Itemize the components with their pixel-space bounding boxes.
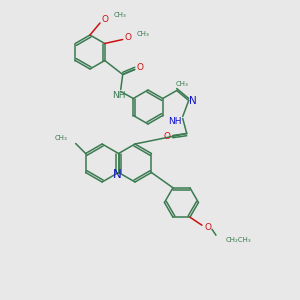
Text: NH: NH bbox=[112, 91, 125, 100]
Text: O: O bbox=[124, 33, 131, 42]
Text: CH₃: CH₃ bbox=[114, 12, 127, 18]
Text: CH₂CH₃: CH₂CH₃ bbox=[226, 237, 252, 243]
Text: O: O bbox=[136, 63, 143, 72]
Text: O: O bbox=[205, 223, 212, 232]
Text: NH: NH bbox=[168, 117, 182, 126]
Text: N: N bbox=[113, 168, 122, 181]
Text: N: N bbox=[189, 97, 196, 106]
Text: O: O bbox=[101, 14, 109, 23]
Text: O: O bbox=[163, 132, 170, 141]
Text: CH₃: CH₃ bbox=[175, 80, 188, 86]
Text: CH₃: CH₃ bbox=[137, 32, 149, 38]
Text: CH₃: CH₃ bbox=[55, 136, 68, 142]
